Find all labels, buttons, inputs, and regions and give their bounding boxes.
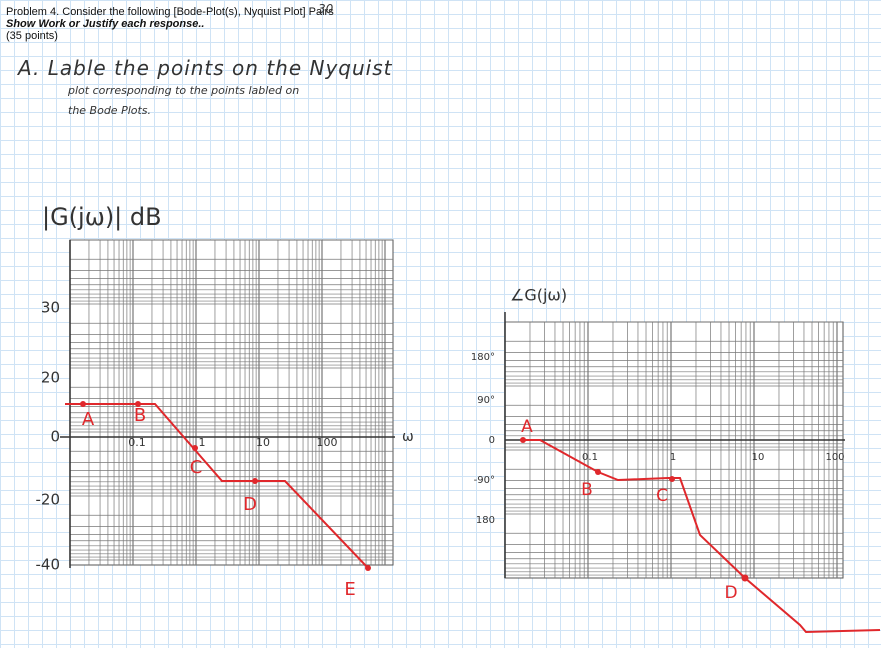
header-line: (35 points) — [6, 30, 58, 42]
plot-title: ∠G(jω) — [510, 286, 567, 305]
x-tick-label: 1 — [199, 436, 206, 449]
x-tick-label: 0.1 — [582, 452, 598, 463]
x-tick-label: 100 — [825, 452, 844, 463]
point — [595, 469, 601, 475]
point — [135, 401, 141, 407]
point-label: A — [82, 409, 95, 430]
point — [80, 401, 86, 407]
instruction: the Bode Plots. — [68, 104, 152, 117]
point-label: E — [344, 579, 355, 600]
point-label: C — [190, 457, 203, 478]
y-tick-label: -20 — [36, 491, 61, 509]
y-tick-label: 30 — [41, 299, 60, 317]
y-tick-label: -40 — [36, 556, 61, 574]
point-label: A — [521, 417, 533, 437]
point — [741, 574, 749, 582]
header-line: Problem 4. Consider the following [Bode-… — [6, 6, 334, 18]
point — [365, 565, 371, 571]
point-label: D — [243, 494, 257, 515]
phase-grid — [504, 321, 844, 579]
x-tick-label: 10 — [752, 452, 765, 463]
point — [252, 478, 258, 484]
grid-frame — [69, 239, 394, 566]
point-label: B — [581, 480, 593, 500]
y-tick-label: 180° — [471, 352, 495, 363]
phase-curve — [520, 439, 881, 634]
x-tick-label: 10 — [256, 436, 270, 449]
x-tick-label: 100 — [317, 436, 338, 449]
x-tick-label: 0.1 — [128, 436, 146, 449]
y-tick-label: 90° — [477, 395, 495, 406]
point-label: D — [724, 583, 737, 603]
axis-label: ω — [402, 429, 414, 445]
y-tick-label: 180 — [476, 515, 495, 526]
score-mark: 30 — [318, 2, 334, 16]
y-tick-label: 0 — [50, 428, 60, 446]
point — [192, 445, 198, 451]
plot-title: |G(jω)| dB — [42, 203, 162, 231]
header-line: Show Work or Justify each response.. — [6, 18, 205, 30]
y-tick-label: 0 — [489, 435, 495, 446]
point — [520, 437, 526, 443]
instruction: A. Lable the points on the Nyquist — [18, 56, 393, 80]
point-label: B — [134, 405, 146, 426]
points — [80, 401, 749, 582]
y-tick-label: -90° — [474, 475, 495, 486]
instruction: plot corresponding to the points labled … — [68, 84, 300, 97]
point-label: C — [656, 486, 668, 506]
point — [669, 476, 675, 482]
x-tick-label: 1 — [670, 452, 676, 463]
magnitude-curve — [65, 403, 369, 569]
y-tick-label: 20 — [41, 369, 60, 387]
magnitude-grid — [69, 239, 394, 566]
